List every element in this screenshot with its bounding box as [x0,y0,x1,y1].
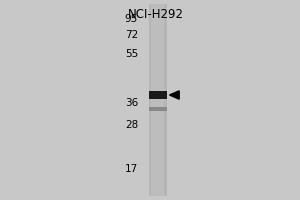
Bar [148,91,166,99]
Text: 95: 95 [125,14,138,24]
Text: 17: 17 [125,164,138,174]
Text: 72: 72 [125,30,138,40]
Text: 55: 55 [125,49,138,59]
Text: 28: 28 [125,120,138,130]
Text: NCI-H292: NCI-H292 [128,8,184,21]
Text: 36: 36 [125,98,138,108]
Polygon shape [169,91,179,99]
Bar [148,107,166,111]
Bar [148,4,166,196]
Bar [151,4,164,196]
